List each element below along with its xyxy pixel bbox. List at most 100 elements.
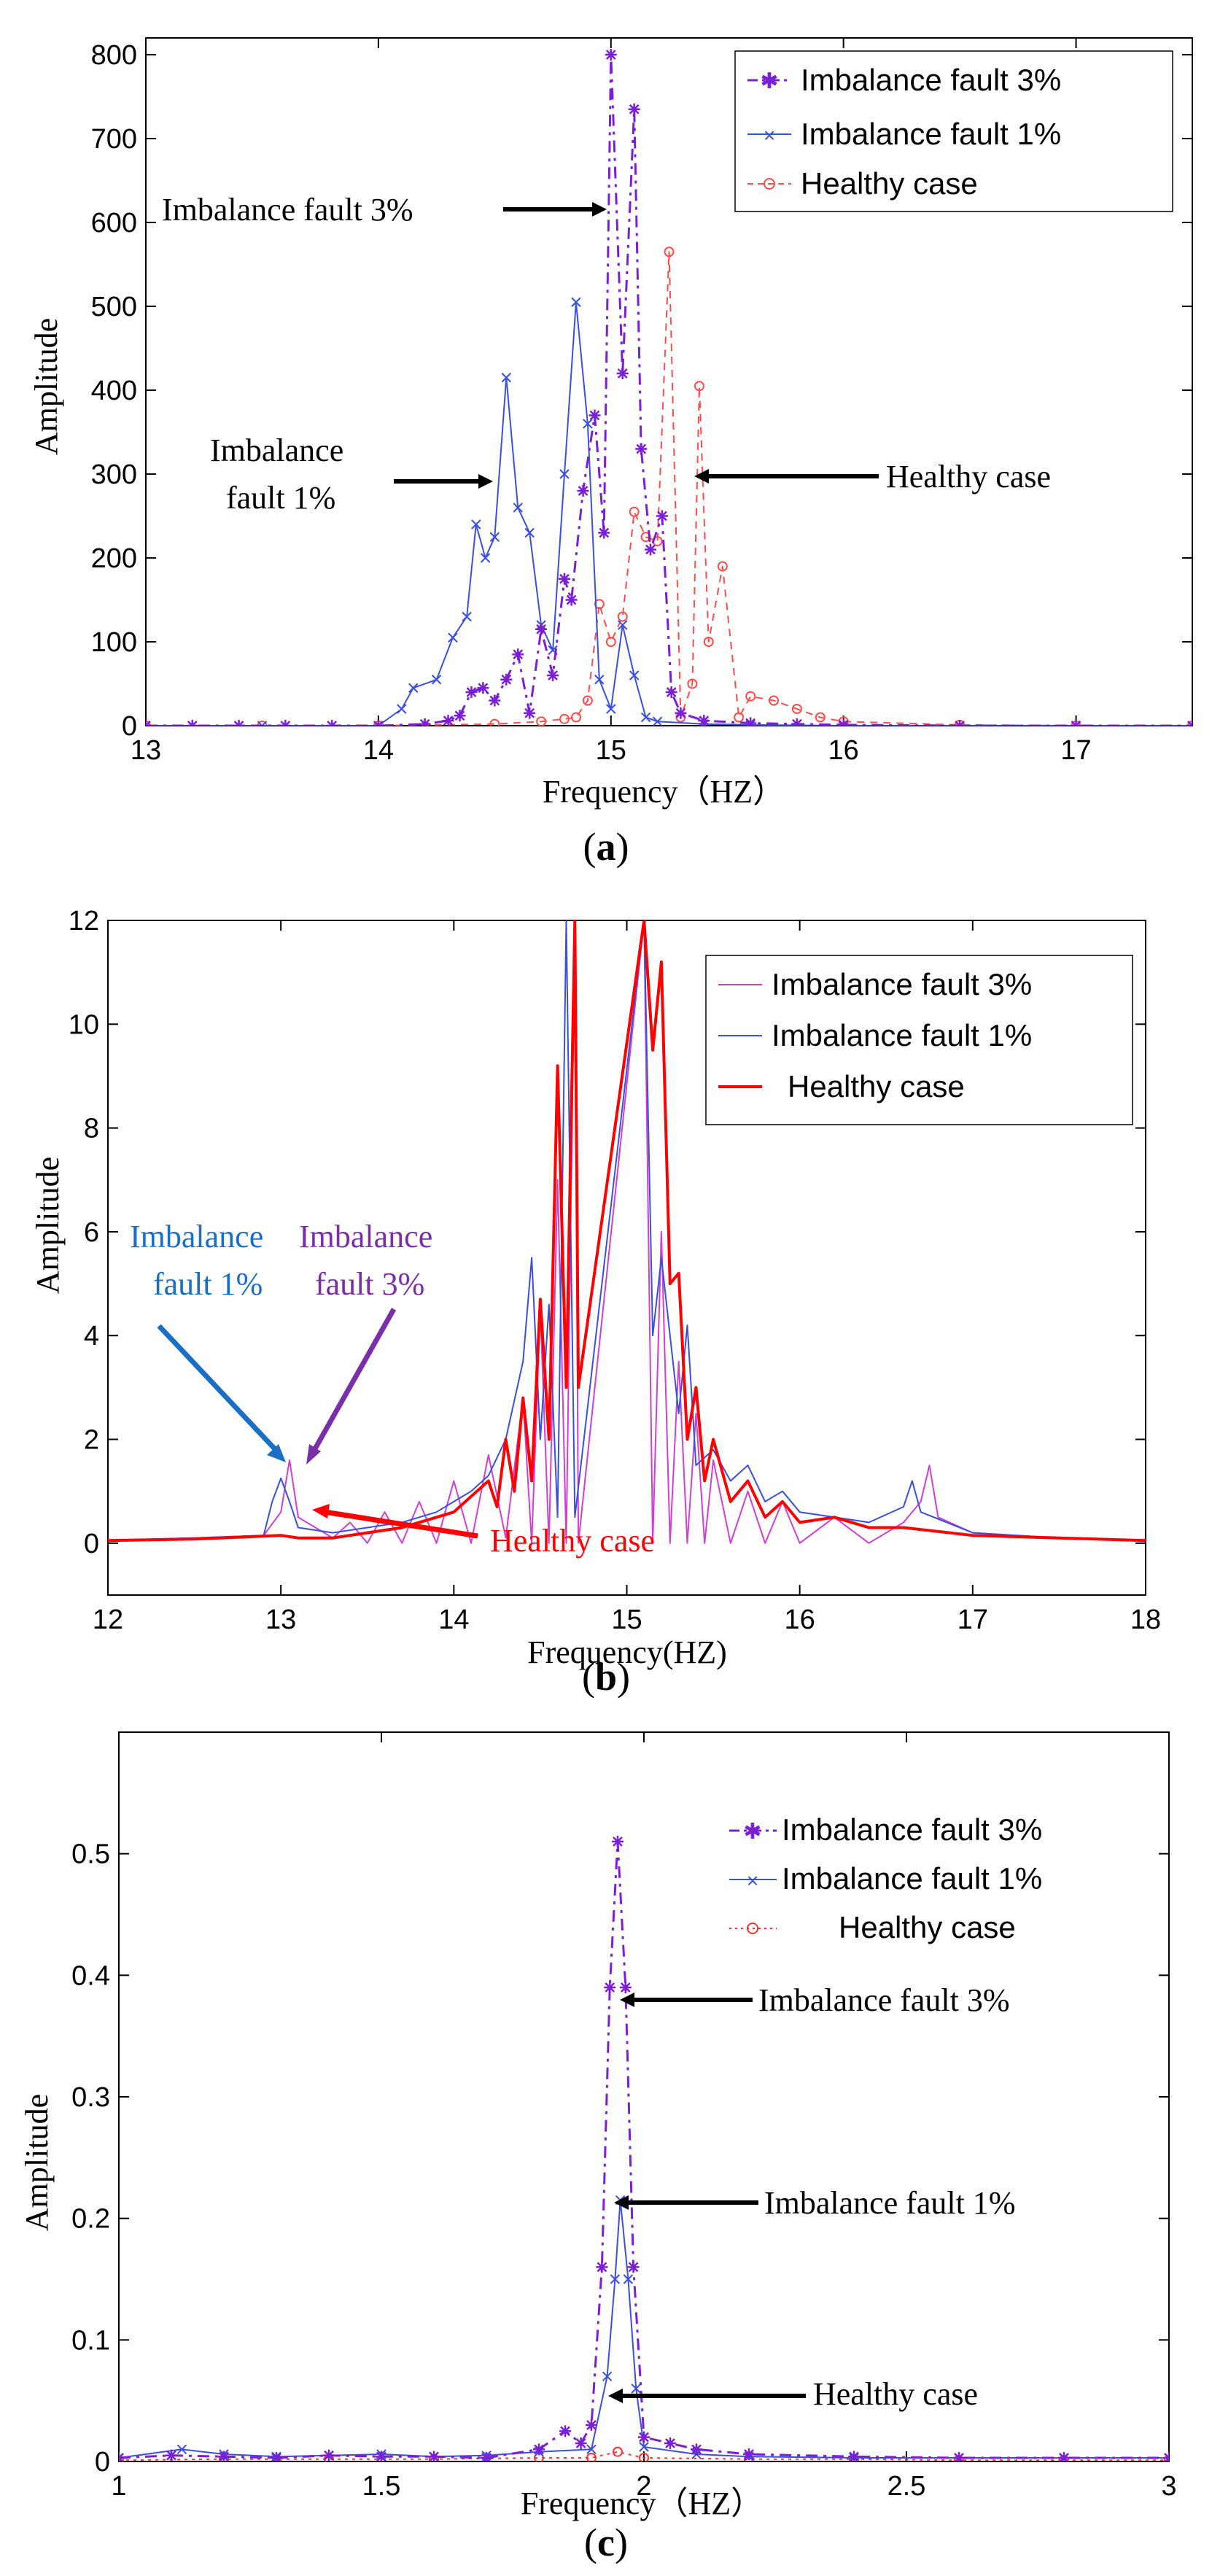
chart-c-series-2-point-0 [119,2455,124,2461]
chart-c-xtick-label-2: 2 [636,2471,651,2502]
chart-b-xtick-label-6: 18 [1130,1605,1161,1635]
chart-a-series-2-point-17 [694,381,704,392]
chart-c-arrowhead-fault1 [614,2195,629,2210]
chart-c-series-2-point-7 [639,2453,649,2461]
chart-a-series-0-point-36 [1186,720,1192,726]
chart-c-series-1-point-13 [623,2274,634,2284]
chart-a-series-0-point-19 [577,485,589,497]
chart-c-series-0-point-16 [627,2261,640,2273]
chart-a-series-0-point-29 [675,707,687,719]
chart-c-series-1-point-14 [631,2383,641,2394]
chart-c-series-0-point-15 [619,1982,632,1993]
chart-c-series-0-point-19 [691,2443,702,2456]
chart-c-series-0-point-2 [218,2451,230,2461]
chart-a-series-0-point-4 [326,720,338,726]
chart-b-arrowhead-fault3 [306,1444,321,1464]
chart-c-series-0-point-6 [428,2451,440,2461]
chart-c-annotations: Imbalance fault 3% Imbalance fault 1% He… [608,1982,1016,2412]
chart-c-series-2-point-12 [1164,2455,1169,2461]
chart-c-series-0-point-20 [743,2448,755,2460]
chart-c-series-1-point-10 [602,2371,613,2382]
chart-c-ytick-label-3: 0.3 [71,2082,110,2113]
chart-c-series-0-point-22 [953,2452,965,2461]
chart-a-xtick-label-0: 13 [131,735,161,766]
chart-b-xtick-label-3: 15 [611,1605,642,1635]
chart-a-series-1-point-19 [594,675,605,685]
chart-c-legend-label-0: Imbalance fault 3% [782,1812,1042,1847]
chart-b-xlabel: Frequency(HZ) [527,1634,727,1670]
chart-b-annot-healthy: Healthy case [490,1523,655,1559]
chart-a-series-0-point-18 [565,594,578,606]
chart-c-xtick-label-3: 2.5 [887,2471,926,2502]
chart-a-annot-healthy: Healthy case [886,459,1051,494]
chart-a-series-0-point-28 [665,686,677,698]
chart-a-series-2-point-24 [815,712,826,723]
chart-b-xtick-label-0: 12 [93,1605,123,1635]
chart-c-series-0-point-1 [166,2449,177,2461]
chart-a-series-0-point-22 [605,49,617,61]
chart-a-legend-marker-2 [764,178,775,190]
chart-a-series-0-point-25 [635,443,648,455]
chart-a-series-1-point-20 [606,704,616,714]
chart-c-series-0-point-14 [612,1836,624,1847]
chart-a-series-1-point-10 [489,532,500,542]
chart-a-series-1-point-23 [640,712,651,723]
chart-c-series-0-point-18 [664,2437,676,2449]
chart-a-series-0-point-13 [512,648,524,661]
chart-a-series-0-point-12 [500,673,513,686]
chart-a-plot-area: 0 100 200 300 400 500 600 700 800 13 14 15 16 17 [91,37,1193,766]
chart-a-series-1-point-16 [559,469,570,479]
chart-a-series-0-point-35 [1070,720,1082,726]
chart-a-ytick-label-8: 800 [91,40,137,71]
chart-a-xtick-label-1: 14 [363,735,394,766]
caption-c: (c) [584,2521,628,2564]
chart-b-arrow-fault1 [157,1324,279,1454]
chart-c-series-1-point-15 [639,2442,649,2452]
chart-c-series-0-point-7 [481,2452,492,2461]
chart-a-series-0-point-1 [186,720,198,726]
chart-b-arrow-fault3 [311,1308,397,1453]
chart-b-annot-fault1-line2: fault 1% [153,1266,263,1302]
chart-c-legend-label-2: Healthy case [839,1910,1016,1944]
chart-a-frame [145,37,1193,726]
chart-a-legend-marker-0: ✱ [760,69,778,93]
chart-c-series-0-point-8 [533,2443,545,2456]
chart-a-series-0-point-5 [372,720,384,726]
chart-a-series-2-point-8 [594,599,605,610]
chart-a-ytick-label-0: 0 [122,711,137,742]
chart-a-legend-marker-1: × [764,124,775,147]
chart-c-legend-label-1: Imbalance fault 1% [782,1861,1042,1896]
chart-a-xtick-label-4: 17 [1060,735,1091,766]
chart-a-series-0-point-30 [698,715,710,726]
chart-c-plot-area: 0 0.1 0.2 0.3 0.4 0.5 1 1.5 2 2.5 3 [71,1731,1177,2502]
chart-a-ytick-label-7: 700 [91,124,137,155]
chart-b-legend-label-0: Imbalance fault 3% [772,967,1032,1001]
chart-a-series-0-point-7 [442,715,454,726]
chart-c-legend-marker-0: ✱ [743,1820,761,1844]
chart-a-series-1-point-18 [583,419,593,429]
chart-c-legend: ✱ Imbalance fault 3% × Imbalance fault 1… [718,1801,1145,1958]
chart-a-series-1-point-21 [618,620,628,630]
chart-a-series-1-point-5 [431,675,442,685]
chart-b-annot-fault1-line1: Imbalance [130,1219,263,1254]
chart-c-legend-box [718,1801,1145,1958]
chart-c-annot-fault3: Imbalance fault 3% [758,1982,1010,2018]
chart-a-legend-label-0: Imbalance fault 3% [801,63,1061,97]
chart-b-ytick-label-5: 10 [69,1009,99,1040]
chart-a-ylabel: Amplitude [28,318,64,455]
chart-c-series-0-point-4 [323,2449,335,2461]
chart-b-ytick-label-2: 4 [84,1321,99,1351]
chart-c-ylabel: Amplitude [19,2094,55,2231]
chart-a-annotations: Imbalance fault 3% Imbalance fault 1% He… [162,192,1051,516]
chart-b-legend-label-2: Healthy case [788,1069,965,1103]
chart-b-annotations: Imbalance fault 1% Imbalance fault 3% He… [130,1219,655,1559]
chart-a-series-2-point-14 [664,247,675,257]
chart-c: 0 0.1 0.2 0.3 0.4 0.5 1 1.5 2 2.5 3 Amplitude Fre… [19,1731,1177,2521]
chart-b-series [108,920,1146,1544]
caption-b: (b) [581,1655,630,1699]
chart-a-ytick-label-2: 200 [91,543,137,574]
chart-a-series-2-point-22 [769,695,779,706]
chart-c-series-1-point-11 [610,2274,621,2284]
chart-a-series-2-point-5 [559,713,570,724]
chart-c-series-0-point-13 [604,1982,616,1993]
